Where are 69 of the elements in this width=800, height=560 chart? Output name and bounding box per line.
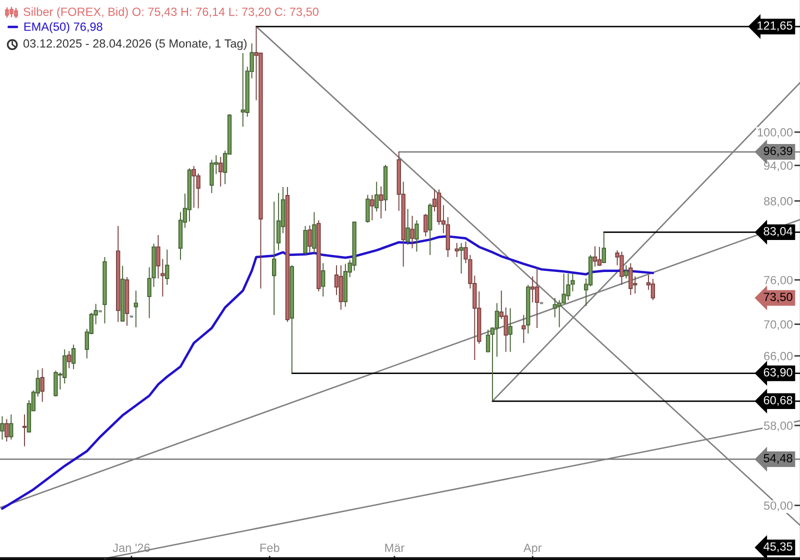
candlestick <box>116 226 120 322</box>
candlestick <box>316 220 321 292</box>
legend-label: EMA(50) 76,98 <box>24 22 102 34</box>
data-label: 83,04 <box>764 227 792 237</box>
candlestick <box>165 249 170 286</box>
candlestick <box>102 256 107 324</box>
candlestick <box>218 156 223 187</box>
candlestick <box>526 284 530 334</box>
x-tick-label: Mär <box>385 544 404 552</box>
candlestick <box>428 202 432 256</box>
candlestick <box>290 264 294 374</box>
candlestick <box>66 350 72 369</box>
candlestick <box>406 208 410 246</box>
line-series <box>1 235 654 510</box>
candlestick <box>370 194 374 221</box>
y-tick-label: 94,00 <box>764 161 793 172</box>
candlestick <box>134 290 138 328</box>
candlestick <box>22 414 27 447</box>
candlestick <box>459 242 464 274</box>
candlestick <box>0 416 4 440</box>
candlestick <box>522 314 526 344</box>
candlestick <box>321 262 326 297</box>
y-tick-label: 76,00 <box>764 276 793 286</box>
candlestick <box>597 246 602 266</box>
candlestick <box>602 232 606 264</box>
candlestick <box>285 186 290 322</box>
x-tick-label: Apr <box>523 544 542 554</box>
text: Silber (FOREX, Bid) O: 75,43 H: 76,14 L: 73,20 C: 73,50 <box>24 7 318 18</box>
y-tick-label: 58,00 <box>764 422 793 432</box>
candlestick <box>383 164 388 212</box>
data-label: 54,48 <box>764 454 792 464</box>
y-tick-label: 88,00 <box>764 196 793 207</box>
data-label: 63,90 <box>764 368 792 378</box>
candlestick <box>210 159 214 194</box>
candlestick <box>414 220 419 252</box>
y-tick-label: 50,00 <box>764 501 793 512</box>
candlestick <box>272 201 276 316</box>
candlestick <box>410 215 414 249</box>
candlestick <box>312 212 316 254</box>
candlestick <box>624 264 628 279</box>
candlestick <box>650 278 656 301</box>
candlestick <box>4 418 9 442</box>
candlestick <box>508 308 512 352</box>
x-tick-label: Feb <box>260 543 280 552</box>
y-tick-label: 100,00 <box>758 128 793 138</box>
text: 03.12.2025 - 28.04.2026 (5 Monate, 1 Tag) <box>23 39 247 50</box>
candlestick <box>424 213 428 237</box>
data-label: 60,68 <box>764 396 792 406</box>
candlestick <box>534 268 540 329</box>
candlestick <box>628 262 633 296</box>
y-tick-label: 70,00 <box>764 320 793 330</box>
candlestick <box>454 242 459 258</box>
y-tick-label: 66,00 <box>764 352 793 362</box>
candlestick <box>120 265 125 322</box>
data-label: 96,39 <box>764 146 792 156</box>
candlestick <box>303 226 308 256</box>
candlestick <box>366 194 370 224</box>
candlestick <box>374 181 379 212</box>
data-label: 121,65 <box>758 21 792 32</box>
candlestick <box>338 264 344 310</box>
data-label: 45,35 <box>764 542 792 552</box>
candlestick <box>40 368 44 402</box>
candlestick <box>124 276 130 326</box>
candlestick <box>308 224 312 254</box>
candlestick <box>592 246 598 268</box>
candlestick <box>9 414 14 440</box>
candlestick <box>71 344 76 370</box>
candlestick <box>378 186 384 219</box>
annotation: 73,50 <box>764 292 792 302</box>
